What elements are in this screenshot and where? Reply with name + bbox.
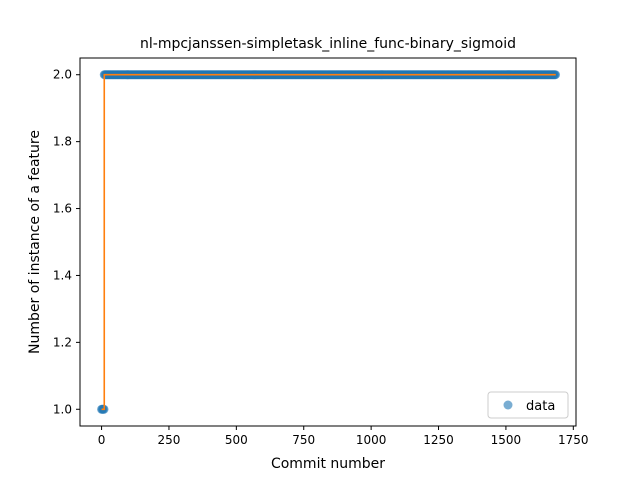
legend: data bbox=[487, 391, 569, 419]
x-tick-label: 0 bbox=[98, 433, 106, 447]
y-tick-label: 1.0 bbox=[53, 402, 72, 416]
x-tick-label: 1500 bbox=[491, 433, 522, 447]
y-tick-label: 1.4 bbox=[53, 268, 72, 282]
x-tick-label: 250 bbox=[158, 433, 181, 447]
x-tick-label: 500 bbox=[225, 433, 248, 447]
x-tick-label: 750 bbox=[292, 433, 315, 447]
y-tick-label: 1.2 bbox=[53, 335, 72, 349]
y-axis-label: Number of instance of a feature bbox=[27, 130, 43, 354]
fit-line-group bbox=[101, 73, 556, 411]
axes-frame bbox=[79, 57, 577, 427]
x-tick-label: 1750 bbox=[558, 433, 589, 447]
y-tick-label: 2.0 bbox=[53, 68, 72, 82]
legend-box bbox=[487, 391, 569, 419]
legend-marker-data bbox=[503, 400, 513, 410]
y-tick-label: 1.6 bbox=[53, 202, 72, 216]
legend-label-data: data bbox=[526, 399, 555, 414]
chart-title: nl-mpcjanssen-simpletask_inline_func-bin… bbox=[140, 36, 516, 52]
fit-line bbox=[101, 73, 556, 411]
x-tick-label: 1250 bbox=[423, 433, 454, 447]
y-tick-label: 1.8 bbox=[53, 135, 72, 149]
x-axis: 0 250 500 750 1000 1250 1500 1750 bbox=[98, 426, 589, 447]
x-tick-label: 1000 bbox=[356, 433, 387, 447]
data-points bbox=[97, 70, 561, 414]
y-axis: 1.0 1.2 1.4 1.6 1.8 2.0 bbox=[53, 68, 80, 416]
x-axis-label: Commit number bbox=[271, 456, 385, 472]
